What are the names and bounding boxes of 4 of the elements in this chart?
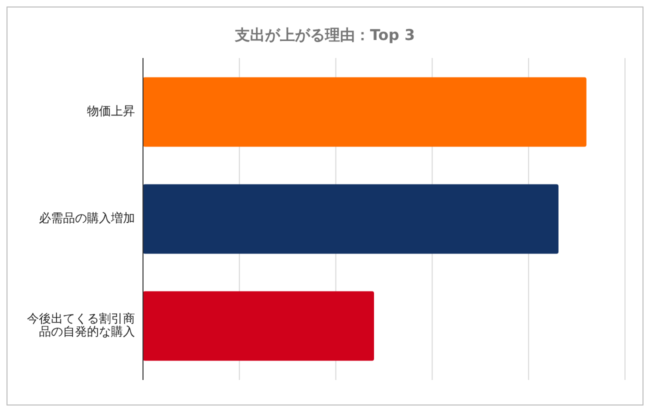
y-tick-label: 今後出てくる割引商品の自発的な購入 xyxy=(27,312,135,339)
y-tick-label: 物価上昇 xyxy=(87,104,135,118)
y-tick-label: 必需品の購入増加 xyxy=(39,211,135,226)
chart-title: 支出が上がる理由：Top 3 xyxy=(234,26,415,44)
